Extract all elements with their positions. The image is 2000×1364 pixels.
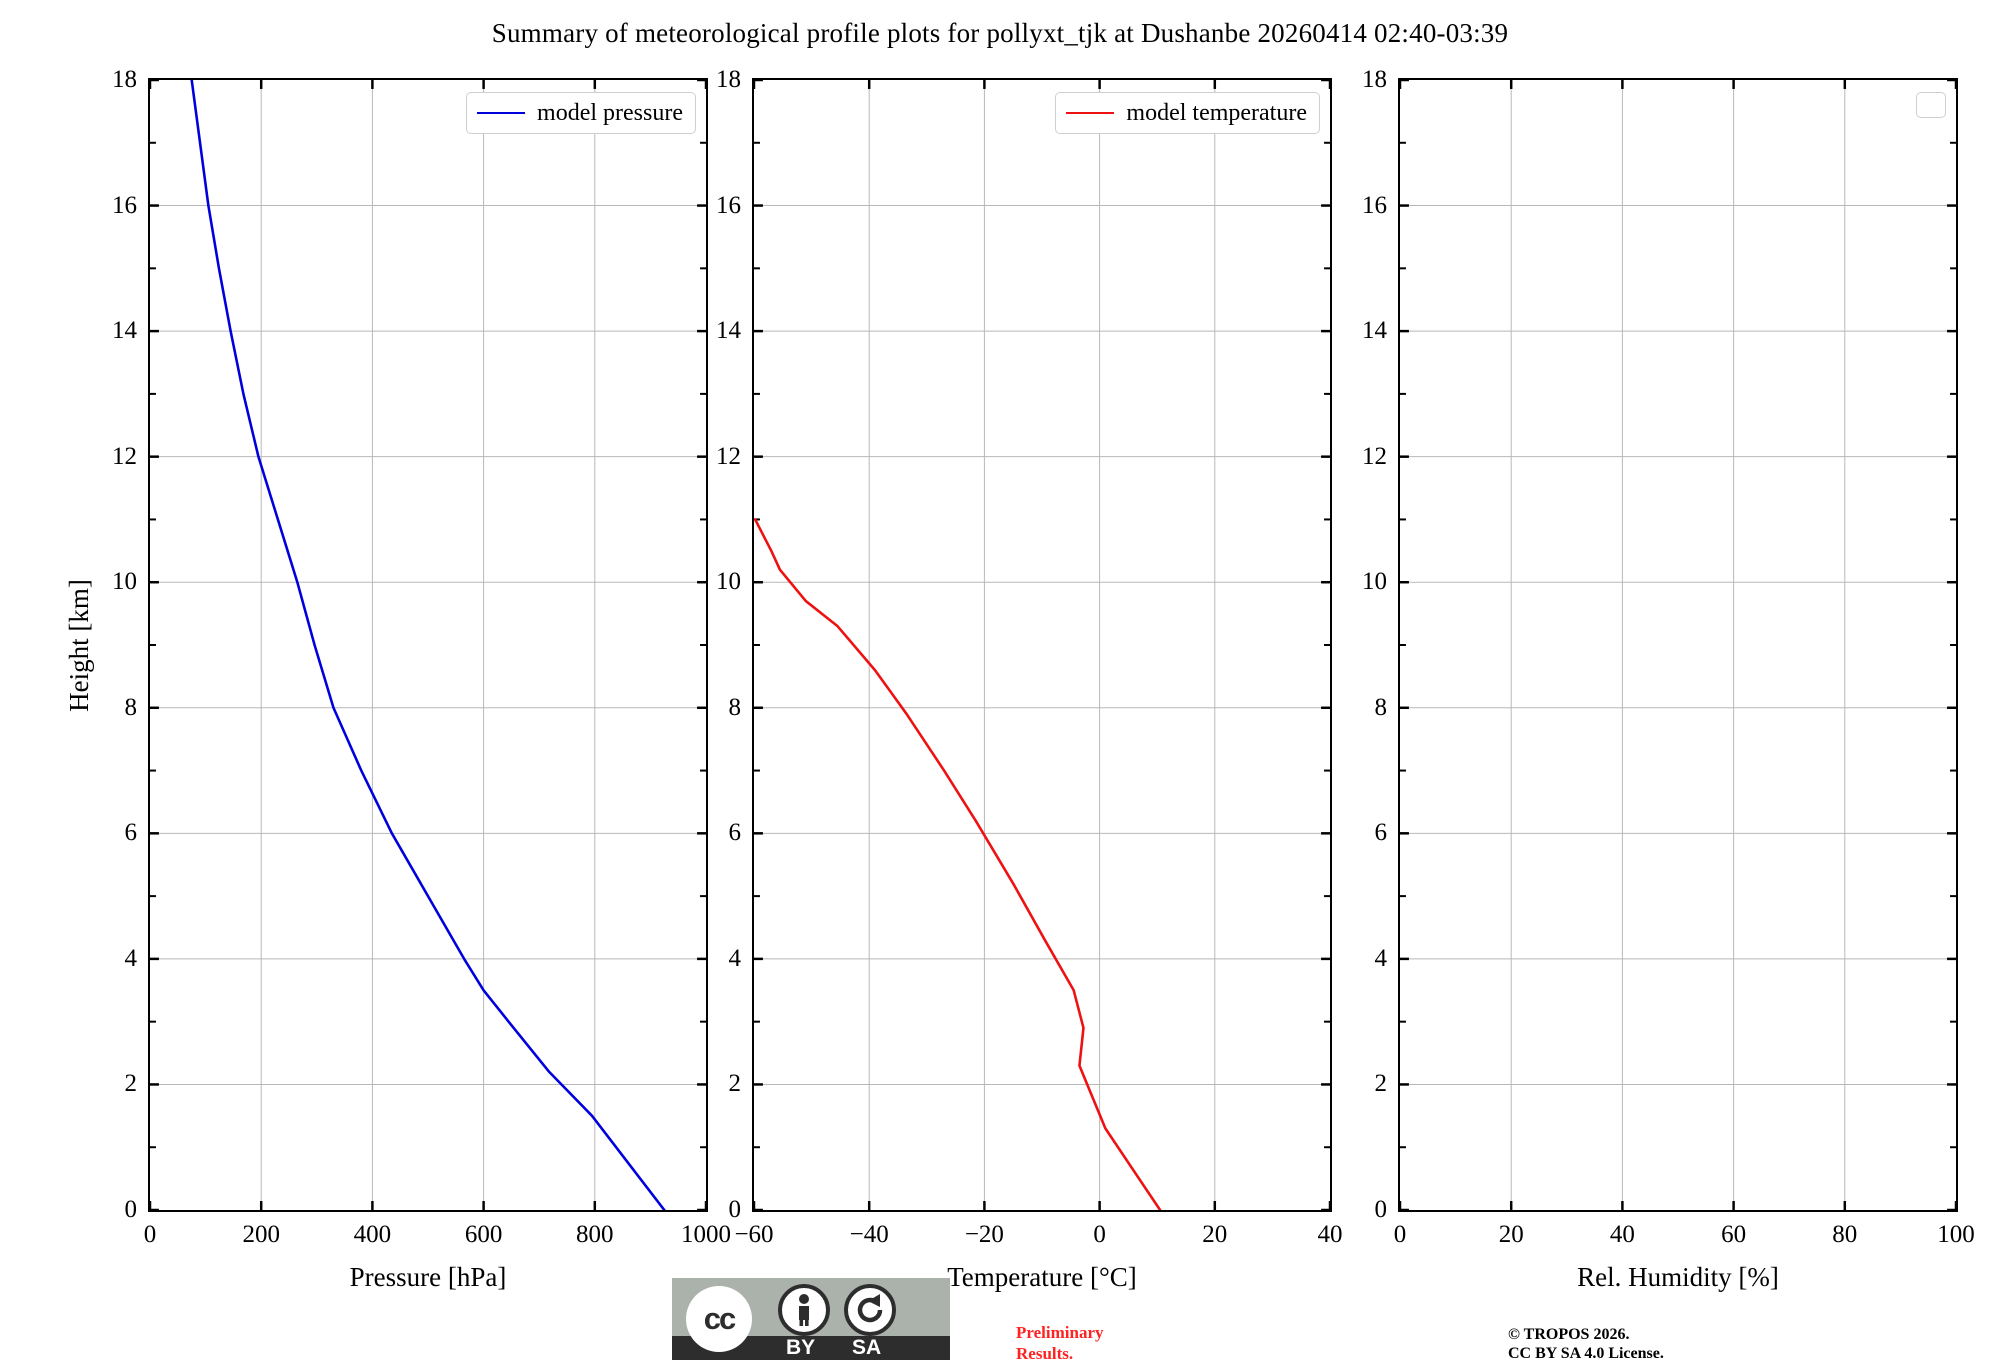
y-axis-label-text: Height [km] [63,578,94,712]
preliminary-line-2: Results. [1016,1344,1074,1363]
x-tick-label: 400 [353,1221,392,1248]
x-tick-label: 1000 [681,1221,731,1248]
copyright-line-1: © TROPOS 2026. [1508,1326,1630,1343]
x-axis-label-humidity: Rel. Humidity [%] [1577,1262,1779,1292]
y-tick-label: 10 [112,568,137,596]
pressure-plot-svg [150,80,706,1210]
legend-label-pressure: model pressure [537,100,683,126]
panel-pressure: 0 200 400 600 800 1000 0 2 4 6 8 10 12 14 16 18 model p… [112,66,731,1292]
y-tick-label: 4 [124,944,138,972]
legend-pressure[interactable]: model pressure [466,92,696,134]
copyright-line-2: CC BY SA 4.0 License. [1508,1345,1664,1362]
y-tick-label: 10 [716,568,741,596]
y-tick-label: 2 [1374,1070,1388,1098]
y-tick-label: 14 [1362,317,1387,345]
y-tick-label: 6 [728,819,742,847]
y-tick-label: 8 [728,693,742,721]
y-tick-label: 0 [124,1196,138,1223]
plot-area-temperature[interactable]: −60 −40 −20 0 20 40 0 2 4 6 8 10 12 14 16 18 [716,66,1343,1248]
x-tick-label: −20 [964,1221,1004,1248]
x-tick-label: 20 [1498,1221,1524,1248]
legend-line-swatch-pressure [477,112,526,114]
x-tick-label: 0 [1393,1221,1407,1248]
cc-sa-label: SA [852,1336,882,1359]
y-tick-label: 18 [1362,66,1387,93]
copyright-note: © TROPOS 2026. CC BY SA 4.0 License. [1508,1325,1664,1363]
x-tick-label: −60 [734,1221,774,1248]
humidity-plot-svg [1400,80,1956,1210]
y-tick-label: 6 [124,819,138,847]
y-tick-label: 18 [112,66,137,93]
y-tick-label: 4 [1374,944,1388,972]
y-tick-label: 18 [716,66,741,93]
y-tick-label: 2 [728,1070,742,1098]
x-tick-label: 80 [1832,1221,1858,1248]
x-tick-label: 40 [1317,1221,1343,1248]
plot-area-humidity[interactable]: 0 20 40 60 80 100 0 2 4 6 8 10 12 14 16 18 [1362,66,1975,1248]
y-axis-label: Height [km] [62,78,96,1212]
legend-line-swatch-temperature [1066,112,1115,114]
plot-area-pressure[interactable]: 0 200 400 600 800 1000 0 2 4 6 8 10 12 14 16 18 [112,66,731,1248]
y-tick-label: 16 [1362,191,1387,219]
legend-humidity-empty[interactable] [1916,92,1946,118]
person-icon [778,1284,830,1336]
panel-humidity: 0 20 40 60 80 100 0 2 4 6 8 10 12 14 16 18 Rel. Humidit… [1362,66,1975,1292]
legend-label-temperature: model temperature [1126,100,1307,126]
x-tick-label: 600 [464,1221,503,1248]
y-tick-label: 8 [124,693,138,721]
cc-license-badge[interactable]: cc BY SA [672,1278,950,1360]
y-tick-label: 10 [1362,568,1387,596]
x-tick-label: 40 [1609,1221,1635,1248]
x-tick-label: 60 [1721,1221,1747,1248]
y-tick-label: 6 [1374,819,1388,847]
y-tick-label: 12 [716,442,741,470]
legend-temperature[interactable]: model temperature [1055,92,1320,134]
panel-temperature: −60 −40 −20 0 20 40 0 2 4 6 8 10 12 14 16 18 model temp… [716,66,1343,1292]
y-tick-label: 8 [1374,693,1388,721]
preliminary-line-1: Preliminary [1016,1323,1104,1342]
page-title: Summary of meteorological profile plots … [491,18,1509,48]
y-tick-label: 0 [1374,1196,1388,1223]
x-tick-label: 800 [576,1221,614,1248]
y-tick-label: 0 [728,1196,742,1223]
x-tick-label: −40 [849,1221,889,1248]
x-axis-label-temperature: Temperature [°C] [947,1262,1137,1292]
y-tick-label: 14 [112,317,137,345]
x-tick-label: 20 [1202,1221,1228,1248]
temperature-plot-svg [754,80,1330,1210]
y-tick-label: 14 [716,317,741,345]
x-tick-label: 0 [143,1221,157,1248]
y-tick-label: 16 [112,191,137,219]
preliminary-results-note: Preliminary Results. [1016,1322,1104,1364]
x-tick-label: 0 [1093,1221,1106,1248]
y-tick-label: 2 [124,1070,138,1098]
cc-by-label: BY [786,1336,816,1359]
x-tick-label: 200 [242,1221,280,1248]
share-alike-icon [844,1284,896,1336]
y-tick-label: 12 [1362,442,1387,470]
x-tick-label: 100 [1937,1221,1975,1248]
y-tick-label: 12 [112,442,137,470]
x-axis-label-pressure: Pressure [hPa] [349,1262,507,1292]
y-tick-label: 16 [716,191,741,219]
creative-commons-icon: cc [686,1286,752,1352]
y-tick-label: 4 [728,944,742,972]
